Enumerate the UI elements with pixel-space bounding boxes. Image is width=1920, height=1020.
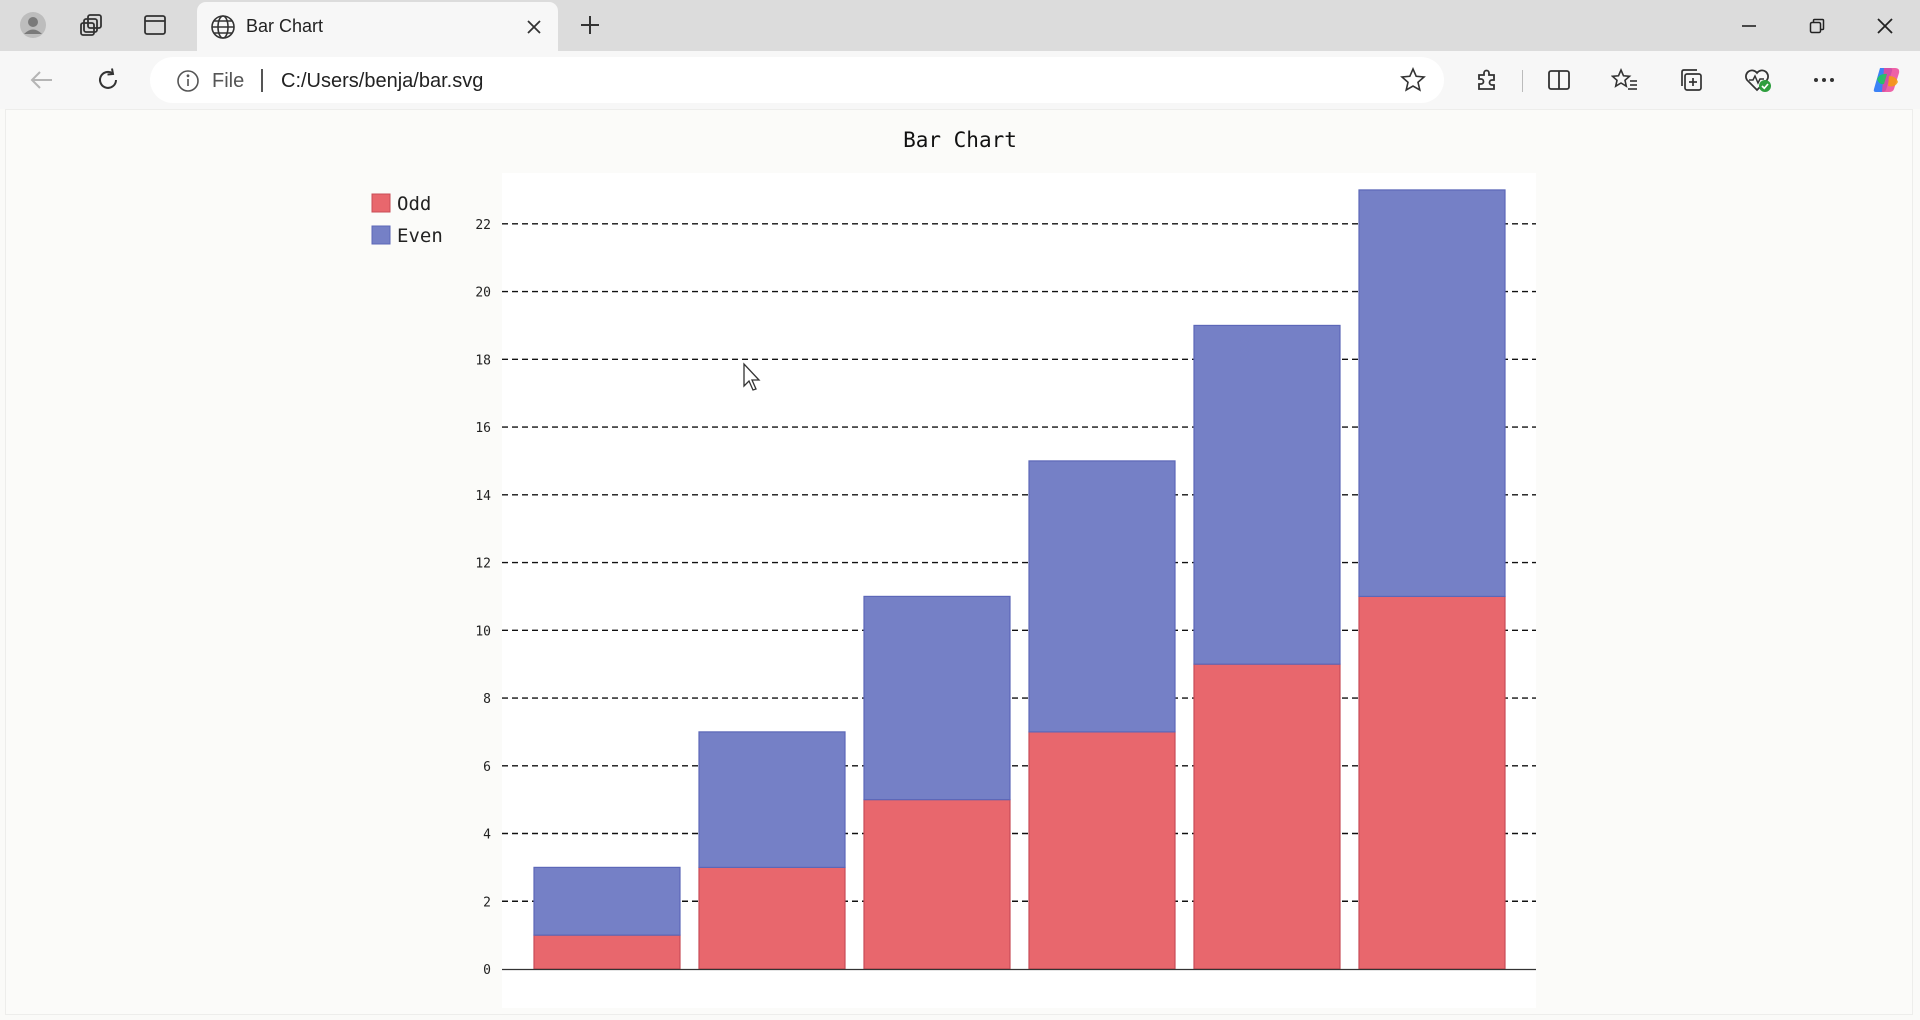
more-icon	[1814, 78, 1834, 82]
bar-odd-4	[1028, 731, 1176, 970]
window-close-icon	[1877, 17, 1893, 34]
new-tab-button[interactable]	[571, 7, 609, 43]
mouse-cursor	[743, 362, 761, 391]
more-button[interactable]	[1803, 60, 1845, 100]
legend-item-even: Even	[371, 225, 443, 247]
profile-button[interactable]	[14, 7, 52, 43]
split-screen-icon	[1548, 70, 1570, 90]
info-icon[interactable]	[176, 69, 200, 93]
star-icon[interactable]	[1400, 67, 1426, 93]
extensions-button[interactable]	[1466, 60, 1508, 100]
close-icon	[527, 20, 541, 34]
y-tick-label: 4	[483, 828, 491, 843]
address-bar[interactable]: File C:/Users/benja/bar.svg	[150, 57, 1444, 103]
legend-label-even: Even	[397, 225, 443, 247]
tab-close-button[interactable]	[520, 13, 548, 41]
y-tick-label: 22	[475, 218, 491, 233]
bar-even-3	[863, 595, 1011, 801]
y-tick-label: 6	[483, 760, 491, 775]
bar-even-2	[698, 731, 846, 868]
legend-item-odd: Odd	[371, 193, 431, 215]
legend-label-odd: Odd	[397, 193, 431, 215]
y-tick-label: 16	[475, 421, 491, 436]
favorites-icon	[1611, 67, 1637, 90]
bar-odd-3	[863, 799, 1011, 970]
refresh-icon	[99, 68, 117, 89]
bar-group	[533, 189, 1506, 970]
y-tick-label: 2	[483, 895, 491, 910]
bar-odd-5	[1193, 663, 1341, 970]
restore-button[interactable]	[1784, 0, 1850, 51]
copilot-button[interactable]	[1866, 60, 1908, 100]
window-close-button[interactable]	[1852, 0, 1918, 51]
bar-odd-1	[533, 934, 681, 970]
collections-button[interactable]	[1670, 60, 1712, 100]
page-frame: Bar Chart 0 2 4 6 8 10 12 14 16 18 20 22 Odd Even	[5, 109, 1913, 1015]
address-scheme: File	[212, 70, 245, 92]
workspaces-button[interactable]	[73, 7, 111, 43]
back-button[interactable]	[21, 60, 63, 100]
y-tick-label: 20	[475, 286, 491, 301]
extensions-icon	[1478, 69, 1495, 90]
bar-chart: Bar Chart 0 2 4 6 8 10 12 14 16 18 20 22 Odd Even	[371, 128, 1536, 1008]
bar-even-4	[1028, 460, 1176, 733]
favorites-button[interactable]	[1604, 60, 1646, 100]
bar-even-5	[1193, 324, 1341, 665]
plus-icon	[581, 16, 599, 34]
split-screen-button[interactable]	[1538, 60, 1580, 100]
vertical-tabs-button[interactable]	[136, 7, 174, 43]
profile-icon	[20, 12, 46, 38]
chart-title: Bar Chart	[903, 128, 1017, 152]
back-arrow-icon	[30, 71, 52, 89]
address-separator	[261, 69, 263, 92]
bar-even-1	[533, 866, 681, 936]
legend: Odd Even	[371, 193, 443, 247]
y-tick-label: 10	[475, 624, 491, 639]
y-tick-label: 0	[483, 963, 491, 978]
restore-icon	[1809, 18, 1825, 33]
globe-icon	[211, 15, 235, 39]
y-tick-label: 8	[483, 692, 491, 707]
navigation-toolbar: File C:/Users/benja/bar.svg	[0, 51, 1920, 109]
copilot-icon	[1873, 68, 1900, 92]
page-content: Bar Chart 0 2 4 6 8 10 12 14 16 18 20 22 Odd Even	[0, 109, 1920, 1020]
address-url[interactable]: C:/Users/benja/bar.svg	[281, 70, 484, 92]
minimize-button[interactable]	[1716, 0, 1782, 51]
vertical-tabs-icon	[144, 15, 166, 35]
legend-swatch-odd	[371, 193, 391, 213]
y-tick-label: 14	[475, 489, 491, 504]
refresh-button[interactable]	[87, 60, 129, 100]
tab-strip: Bar Chart	[0, 0, 1920, 51]
active-tab[interactable]: Bar Chart	[197, 2, 558, 51]
tab-title: Bar Chart	[246, 16, 324, 36]
browser-essentials-icon	[1745, 69, 1771, 92]
legend-swatch-even	[371, 225, 391, 245]
toolbar-separator	[1522, 70, 1523, 92]
y-axis-ticks: 0 2 4 6 8 10 12 14 16 18 20 22	[475, 218, 491, 978]
browser-essentials-button[interactable]	[1737, 60, 1779, 100]
bar-odd-2	[698, 866, 846, 970]
y-tick-label: 12	[475, 557, 491, 572]
y-tick-label: 18	[475, 353, 491, 368]
collections-icon	[1681, 69, 1702, 91]
minimize-icon	[1742, 24, 1756, 27]
bar-even-6	[1358, 189, 1506, 598]
workspaces-icon	[80, 14, 102, 36]
bar-odd-6	[1358, 595, 1506, 970]
